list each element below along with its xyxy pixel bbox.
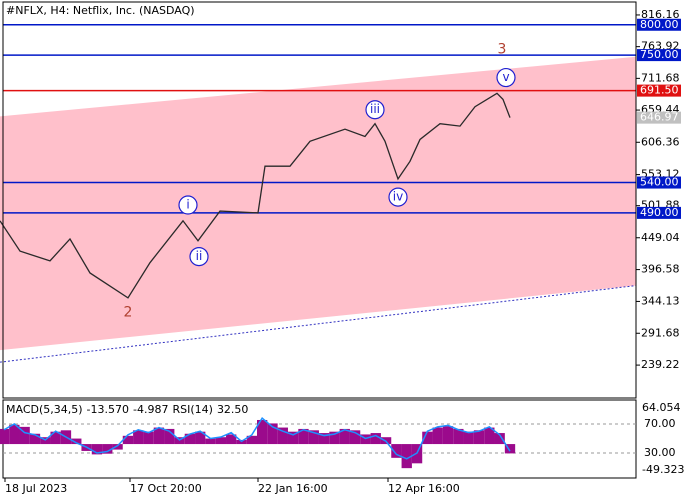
indicator-value: -13.570: [87, 403, 129, 416]
macd-bar: [287, 431, 299, 445]
macd-bar: [215, 437, 227, 445]
macd-tick-label: -49.323: [642, 463, 684, 476]
macd-bar: [391, 444, 402, 458]
price-frame: [2, 1, 637, 399]
macd-bar: [370, 433, 381, 445]
y-tick-label: 239.22: [641, 358, 680, 371]
macd-bar: [19, 426, 30, 445]
level-label: 540.00: [640, 176, 679, 189]
macd-bar: [298, 428, 309, 445]
macd-bar: [277, 427, 288, 445]
macd-bar: [349, 430, 361, 445]
rsi-tick-label: 30.00: [644, 446, 676, 459]
macd-bar: [453, 428, 464, 445]
macd-bar: [432, 427, 443, 445]
macd-bar: [0, 428, 10, 445]
x-tick-label: 12 Apr 16:00: [388, 482, 460, 495]
x-tick-label: 17 Oct 20:00: [130, 482, 202, 495]
macd-bar: [91, 444, 103, 455]
macd-bar: [29, 433, 41, 445]
macd-bar: [473, 430, 485, 445]
macd-bar: [318, 433, 330, 445]
level-box: [637, 111, 681, 124]
indicator-value: MACD(5,34,5): [6, 403, 83, 416]
macd-bar: [143, 431, 154, 445]
macd-bar: [422, 431, 433, 445]
macd-bar: [257, 419, 268, 445]
channel-lower: [0, 285, 637, 363]
wave-circle: [496, 67, 516, 88]
macd-bar: [153, 427, 165, 445]
macd-bar: [205, 438, 216, 445]
y-tick-label: 606.36: [641, 135, 680, 148]
wave-label: v: [502, 70, 509, 84]
macd-bar: [504, 444, 516, 454]
level-label: 691.50: [640, 84, 679, 97]
wave-label: i: [186, 198, 189, 212]
indicator-value: 32.50: [217, 403, 249, 416]
macd-bar: [226, 434, 237, 445]
macd-bar: [102, 444, 113, 454]
macd-bar: [339, 428, 350, 445]
level-label: 800.00: [640, 18, 679, 31]
macd-bar: [122, 435, 134, 445]
wave-circle: [189, 246, 209, 267]
wave-label: 3: [498, 42, 507, 58]
macd-bar: [484, 427, 495, 445]
y-tick-label: 816.16: [641, 8, 680, 21]
macd-bar: [246, 435, 257, 445]
wave-label: iii: [370, 102, 380, 116]
rsi-tick-label: 70.00: [644, 417, 676, 430]
level-box: [637, 18, 681, 31]
wave-label: 2: [124, 304, 133, 320]
indicator-value: -4.987: [133, 403, 168, 416]
wave-label: iv: [393, 190, 403, 204]
macd-bar: [50, 431, 61, 445]
x-tick-label: 18 Jul 2023: [5, 482, 67, 495]
macd-bar: [463, 431, 474, 445]
wave-label: ii: [196, 249, 203, 263]
price-line: [0, 92, 511, 299]
macd-bar: [164, 428, 175, 445]
level-label: 646.97: [640, 111, 679, 124]
chart-title: #NFLX, H4: Netflix, Inc. (NASDAQ): [6, 4, 195, 17]
macd-bar: [71, 438, 82, 445]
y-tick-label: 449.04: [641, 231, 680, 244]
level-box: [637, 206, 681, 219]
channel: [0, 56, 636, 351]
wave-circle: [388, 187, 408, 207]
x-tick-label: 22 Jan 16:00: [258, 482, 328, 495]
macd-bar: [401, 444, 412, 469]
indicator-value: RSI(14): [172, 403, 212, 416]
level-label: 750.00: [640, 48, 679, 61]
macd-bar: [360, 434, 371, 445]
macd-bar: [329, 431, 340, 445]
y-tick-label: 291.68: [641, 326, 680, 339]
y-tick-label: 344.13: [641, 294, 680, 307]
macd-bar: [133, 430, 144, 445]
macd-tick-label: 64.054: [642, 401, 681, 414]
macd-bar: [308, 430, 319, 445]
wave-circle: [178, 195, 198, 215]
macd-bar: [267, 423, 278, 445]
macd-bar: [494, 433, 505, 445]
level-label: 490.00: [640, 206, 679, 219]
macd-bar: [184, 433, 196, 445]
wave-circle: [365, 100, 385, 120]
macd-bar: [195, 431, 206, 445]
indicator-header: MACD(5,34,5) -13.570 -4.987 RSI(14) 32.50: [6, 403, 248, 416]
macd-bar: [9, 424, 20, 445]
macd-bar: [112, 444, 123, 450]
y-tick-label: 396.58: [641, 263, 680, 276]
rsi-line: [3, 417, 511, 460]
level-box: [637, 176, 681, 189]
level-box: [637, 49, 681, 62]
macd-bar: [442, 426, 454, 445]
y-tick-label: 711.68: [641, 71, 680, 84]
level-box: [637, 84, 681, 97]
